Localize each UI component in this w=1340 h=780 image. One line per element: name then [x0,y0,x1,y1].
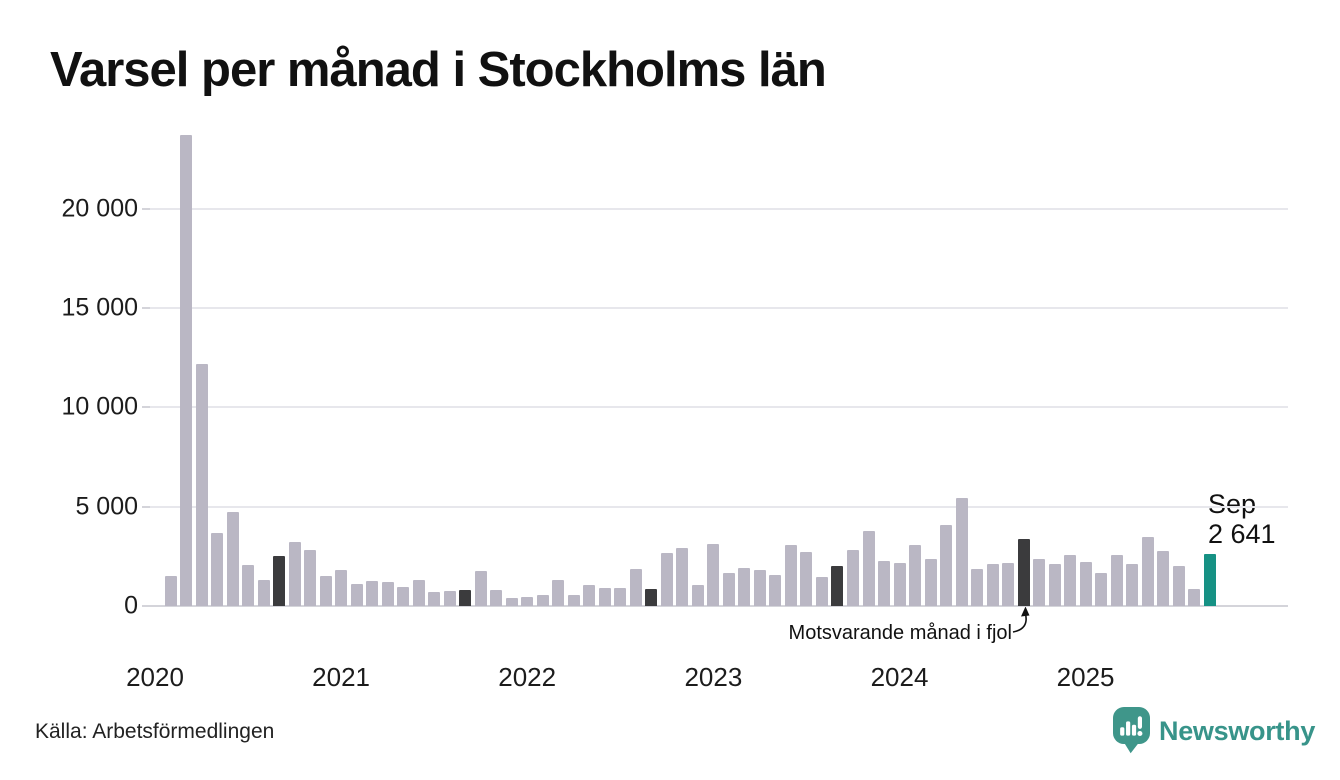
y-axis-label: 10 000 [61,392,138,421]
bar-2023-03 [738,568,751,606]
bar-2022-05 [583,585,596,606]
bar-2022-09 [645,588,658,606]
gridline-5000 [150,505,1288,508]
bar-2022-01 [521,597,534,606]
x-axis-year-2020: 2020 [126,662,184,692]
bar-2023-04 [753,570,766,606]
bar-2020-11 [304,550,317,606]
bar-2021-03 [366,581,379,606]
source-label: Källa: Arbetsförmedlingen [35,720,275,743]
bar-2025-07 [1172,565,1185,606]
speech-bubble-bar-chart-icon [1113,707,1150,754]
bar-2023-09 [831,565,844,606]
gridline-20000 [150,207,1288,210]
bar-2020-09 [273,556,286,606]
gridline-15000 [150,307,1288,310]
bar-2021-11 [490,590,503,606]
bar-2022-08 [629,569,642,606]
bar-2024-12 [1064,555,1077,606]
bar-2023-02 [722,573,735,606]
bar-2024-08 [1002,562,1014,606]
latest-month-label: Sep [1208,489,1257,519]
bar-2023-06 [784,545,797,606]
y-tick-mark [142,406,150,409]
bar-2021-12 [505,598,518,606]
y-tick-mark [142,505,150,508]
x-axis-year-2025: 2025 [1056,662,1115,692]
bar-2020-12 [319,576,332,606]
bar-2020-07 [242,565,255,606]
bar-2025-02 [1095,573,1108,606]
bar-2021-07 [428,592,441,606]
bar-2023-07 [800,552,813,606]
bar-2020-02 [164,576,177,606]
y-axis-label: 0 [124,591,138,620]
bar-2021-10 [474,570,487,606]
bar-2023-10 [846,549,859,606]
bar-2021-09 [459,590,472,606]
bar-2021-06 [412,580,425,606]
bar-2025-05 [1141,536,1154,606]
bar-2021-04 [381,582,394,606]
bar-2020-10 [288,542,301,606]
y-axis-label: 15 000 [61,293,138,322]
gridline-10000 [150,406,1288,409]
bar-2024-02 [909,545,921,606]
bar-2020-08 [257,580,270,606]
brand-name: Newsworthy [1159,715,1316,746]
bar-2022-10 [660,553,673,606]
bar-2024-03 [924,559,937,606]
bar-2025-03 [1110,555,1123,606]
bar-2021-05 [397,587,410,606]
bar-2024-06 [971,569,983,606]
x-axis-year-2024: 2024 [870,662,929,692]
bar-2024-04 [940,524,952,606]
latest-value-callout: Sep 2 641 [1208,489,1276,549]
bar-2020-06 [226,511,239,606]
bar-2023-12 [878,560,890,606]
bar-2020-03 [180,135,192,606]
x-axis-year-2021: 2021 [312,662,371,692]
bar-2024-05 [955,497,968,606]
bar-2021-08 [443,591,456,606]
compare-annotation-label: Motsvarande månad i fjol [788,622,1012,644]
bar-2022-12 [691,585,704,606]
bar-2025-08 [1188,588,1201,606]
y-axis-label: 5 000 [75,492,138,521]
y-tick-mark [142,605,150,607]
bar-2022-11 [676,548,689,606]
bar-2022-02 [536,595,549,606]
bar-2025-09 [1203,553,1216,606]
y-tick-mark [142,307,150,310]
x-axis-year-2023: 2023 [684,662,743,692]
bar-2022-07 [614,588,627,606]
y-tick-mark [142,207,150,210]
bar-2025-01 [1079,562,1092,606]
bar-2023-08 [815,577,828,606]
bar-2023-05 [769,575,782,606]
bar-2021-02 [350,584,363,606]
bar-2020-05 [211,532,223,606]
bar-2020-04 [195,363,208,606]
bar-2024-11 [1048,564,1061,606]
latest-value-label: 2 641 [1208,519,1276,549]
bar-2022-03 [552,580,565,606]
x-axis-year-2022: 2022 [498,662,557,692]
bar-2024-07 [986,564,999,606]
gridline-0 [150,605,1288,607]
bar-2023-11 [862,530,875,606]
chart-title: Varsel per månad i Stockholms län [50,43,827,97]
bar-2025-06 [1157,550,1170,606]
bar-2024-01 [893,563,906,606]
bar-2021-01 [335,570,348,606]
bar-2022-04 [567,594,580,606]
bar-2024-10 [1033,558,1046,606]
newsworthy-logo[interactable]: Newsworthy [1113,707,1315,755]
bar-2025-04 [1126,564,1139,606]
bar-2023-01 [707,544,720,606]
y-axis-label: 20 000 [61,194,138,223]
bar-2022-06 [598,588,611,606]
bar-2024-09 [1017,538,1030,606]
